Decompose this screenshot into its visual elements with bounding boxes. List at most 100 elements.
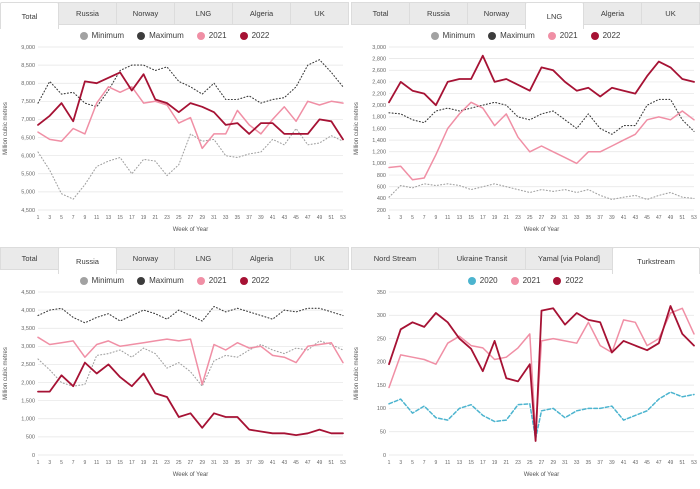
legend-item-2022[interactable]: 2022 [239, 276, 269, 285]
x-axis-title: Week of Year [173, 472, 209, 478]
legend-item-2020[interactable]: 2020 [467, 276, 498, 285]
tab-yamal-via-poland[interactable]: Yamal [via Poland] [525, 247, 613, 270]
x-axis-tick-label: 27 [539, 215, 545, 221]
tab-label: Yamal [via Poland] [538, 254, 600, 263]
x-axis-tick-label: 51 [328, 460, 334, 466]
legend-label: Minimum [91, 276, 125, 285]
y-axis-tick-label: 100 [377, 406, 386, 412]
legend-item-2022[interactable]: 2022 [239, 31, 270, 40]
legend-dot-icon [239, 31, 248, 40]
tab-algeria[interactable]: Algeria [583, 2, 642, 25]
tab-label: LNG [546, 11, 563, 21]
x-axis-tick-label: 11 [445, 460, 450, 466]
x-axis-tick-label: 25 [176, 215, 182, 221]
x-axis-title: Week of Year [173, 227, 209, 233]
tab-norway[interactable]: Norway [116, 2, 175, 25]
legend-dot-icon [488, 31, 497, 40]
tab-label: UK [314, 254, 325, 263]
x-axis-tick-label: 31 [211, 215, 217, 221]
x-axis-tick-label: 3 [399, 215, 402, 221]
x-axis-tick-label: 9 [435, 215, 438, 221]
legend-item-minimum[interactable]: Minimum [79, 276, 125, 285]
tab-uk[interactable]: UK [290, 2, 349, 25]
tab-total[interactable]: Total [351, 2, 410, 25]
legend-item-maximum[interactable]: Maximum [137, 276, 184, 285]
x-axis-tick-label: 3 [48, 215, 51, 221]
y-axis-tick-label: 4,500 [21, 208, 35, 214]
tab-lng[interactable]: LNG [174, 2, 233, 25]
tab-turkstream[interactable]: Turkstream [612, 247, 700, 274]
legend-dot-icon [467, 276, 476, 285]
tab-russia[interactable]: Russia [58, 247, 117, 274]
x-axis-tick-label: 1 [388, 460, 391, 466]
tab-algeria[interactable]: Algeria [232, 247, 291, 270]
y-axis-tick-label: 2,500 [21, 362, 35, 368]
tab-total[interactable]: Total [0, 247, 59, 270]
x-axis-tick-label: 37 [246, 460, 252, 466]
x-axis-tick-label: 53 [340, 460, 346, 466]
legend-item-2021[interactable]: 2021 [547, 31, 578, 40]
x-axis-tick-label: 17 [480, 460, 486, 466]
y-axis-tick-label: 150 [377, 383, 386, 389]
x-axis-tick-label: 45 [293, 460, 299, 466]
x-axis-tick-label: 21 [153, 215, 159, 221]
chart-panel-turkstream: Nord Stream Ukraine Transit Yamal [via Pol… [351, 245, 700, 489]
series-line-2021 [37, 336, 344, 386]
tab-label: Nord Stream [373, 254, 417, 263]
tab-uk[interactable]: UK [641, 2, 700, 25]
x-axis-tick-label: 15 [117, 215, 123, 221]
legend-item-2022[interactable]: 2022 [553, 276, 583, 285]
legend-item-maximum[interactable]: Maximum [137, 31, 184, 40]
legend-item-minimum[interactable]: Minimum [430, 31, 475, 40]
x-axis-tick-label: 17 [129, 215, 135, 221]
y-axis-title: Million cubic metres [3, 347, 9, 400]
legend-item-2021[interactable]: 2021 [196, 276, 227, 285]
legend-dot-icon [590, 31, 599, 40]
x-axis-tick-label: 35 [235, 215, 241, 221]
tab-lng[interactable]: LNG [174, 247, 233, 270]
y-axis-tick-label: 1,500 [21, 398, 35, 404]
legend-item-2022[interactable]: 2022 [590, 31, 620, 40]
tab-ukraine-transit[interactable]: Ukraine Transit [438, 247, 526, 270]
legend-item-2021[interactable]: 2021 [510, 276, 540, 285]
legend-item-maximum[interactable]: Maximum [488, 31, 535, 40]
legend-item-minimum[interactable]: Minimum [79, 31, 124, 40]
x-axis-tick-label: 3 [399, 460, 402, 466]
legend-item-2021[interactable]: 2021 [196, 31, 227, 40]
chart-panel-russia: Total Russia Norway LNG Algeria UK Minimum Max… [0, 245, 349, 489]
legend-label: 2020 [479, 276, 498, 285]
tab-algeria[interactable]: Algeria [232, 2, 291, 25]
x-axis-tick-label: 39 [258, 460, 264, 466]
series-line-2022 [388, 305, 695, 442]
tab-label: Algeria [249, 254, 274, 263]
x-axis-tick-label: 7 [423, 460, 426, 466]
x-axis-tick-label: 1 [37, 460, 40, 466]
legend-label: Maximum [149, 31, 184, 40]
y-axis-tick-label: 2,200 [372, 91, 386, 97]
tab-total[interactable]: Total [0, 2, 59, 29]
x-axis-tick-label: 39 [258, 215, 264, 221]
legend-label: 2022 [251, 31, 270, 40]
tab-russia[interactable]: Russia [58, 2, 117, 25]
tab-norway[interactable]: Norway [116, 247, 175, 270]
legend-dot-icon [510, 276, 519, 285]
y-axis-title: Million cubic metres [354, 102, 360, 155]
x-axis-tick-label: 41 [621, 215, 627, 221]
x-axis-tick-label: 23 [164, 460, 170, 466]
x-axis-tick-label: 45 [293, 215, 299, 221]
legend-dot-icon [137, 31, 146, 40]
tab-norway[interactable]: Norway [467, 2, 526, 25]
tab-nord-stream[interactable]: Nord Stream [351, 247, 439, 270]
x-axis-tick-label: 15 [117, 460, 123, 466]
tab-uk[interactable]: UK [290, 247, 349, 270]
tab-lng[interactable]: LNG [525, 2, 584, 29]
legend-dot-icon [553, 276, 562, 285]
x-axis-tick-label: 41 [621, 460, 627, 466]
y-axis-tick-label: 1,400 [372, 138, 386, 144]
y-axis-tick-label: 2,800 [372, 56, 386, 62]
x-axis-tick-label: 43 [633, 460, 639, 466]
tab-bar: Total Russia Norway LNG Algeria UK [351, 0, 700, 29]
x-axis-tick-label: 25 [176, 460, 182, 466]
tab-russia[interactable]: Russia [409, 2, 468, 25]
